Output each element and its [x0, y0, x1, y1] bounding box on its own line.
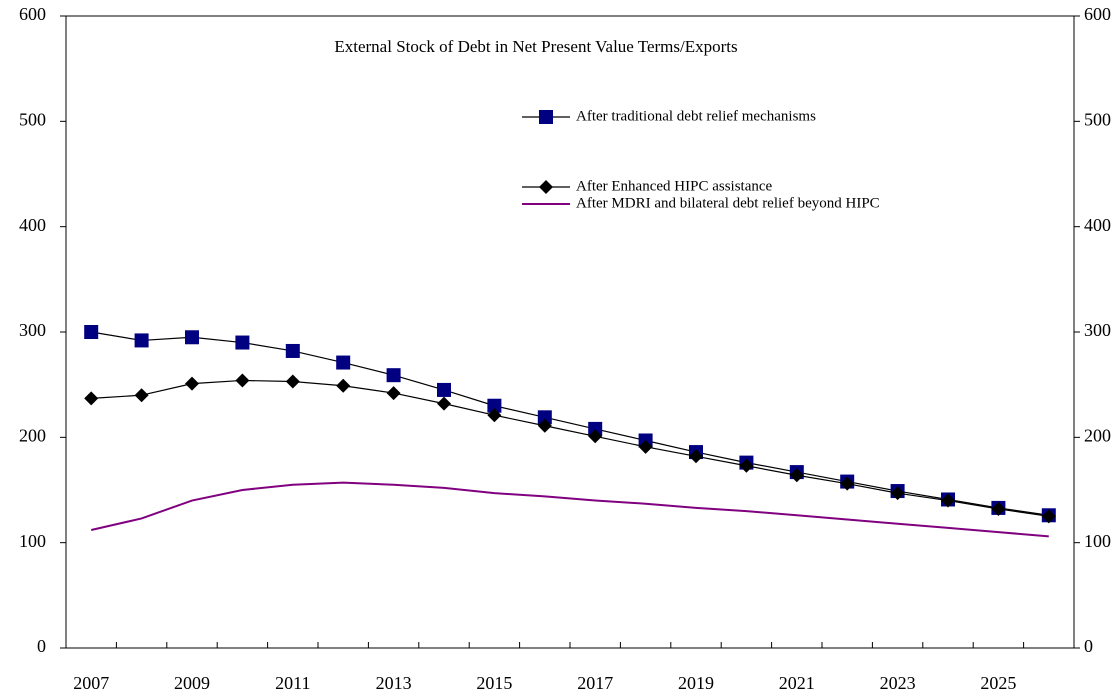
x-tick-label: 2023 — [880, 673, 916, 693]
x-tick-label: 2019 — [678, 673, 714, 693]
y-tick-label: 400 — [19, 215, 46, 235]
marker-diamond — [235, 373, 250, 388]
y2-tick-label: 400 — [1084, 215, 1111, 235]
series-line — [91, 379, 1049, 517]
x-tick-label: 2017 — [577, 673, 613, 693]
marker-square — [487, 398, 502, 413]
marker-diamond — [840, 476, 855, 491]
marker-diamond — [185, 376, 199, 391]
series-line — [91, 331, 1049, 516]
marker-diamond — [487, 408, 502, 423]
marker-square — [437, 382, 451, 397]
marker-diamond — [134, 388, 149, 403]
x-tick-label: 2021 — [779, 673, 815, 693]
y-tick-label: 600 — [19, 4, 46, 24]
legend-label: After MDRI and bilateral debt relief bey… — [576, 195, 880, 211]
marker-diamond — [285, 374, 300, 389]
x-tick-label: 2015 — [476, 673, 512, 693]
marker-square — [134, 333, 149, 348]
marker-diamond — [991, 501, 1006, 516]
y2-tick-label: 300 — [1084, 320, 1111, 340]
marker-square — [588, 421, 603, 436]
marker-diamond — [537, 418, 552, 433]
marker-diamond — [437, 396, 451, 411]
marker-diamond — [890, 486, 905, 501]
series-line — [90, 481, 1049, 538]
x-tick-label: 2025 — [980, 673, 1016, 693]
chart-title: External Stock of Debt in Net Present Va… — [334, 37, 737, 56]
marker-diamond — [739, 458, 754, 473]
legend-marker — [539, 110, 553, 124]
marker-square — [537, 410, 552, 425]
y-tick-label: 200 — [19, 425, 46, 445]
y2-tick-label: 200 — [1084, 425, 1111, 445]
y-tick-label: 300 — [19, 320, 46, 340]
marker-diamond — [588, 429, 603, 444]
x-tick-label: 2009 — [174, 673, 210, 693]
marker-square — [336, 355, 351, 370]
marker-diamond — [638, 439, 653, 454]
marker-diamond — [336, 378, 351, 393]
x-tick-label: 2013 — [376, 673, 412, 693]
marker-diamond — [941, 493, 955, 508]
plot-frame — [65, 15, 1075, 649]
marker-square — [185, 330, 199, 345]
y-tick-label: 500 — [19, 109, 46, 129]
legend-label: After Enhanced HIPC assistance — [576, 178, 773, 194]
marker-square — [285, 343, 300, 358]
marker-square — [386, 368, 401, 383]
y2-tick-label: 500 — [1084, 109, 1111, 129]
marker-diamond — [84, 391, 99, 406]
y2-tick-label: 100 — [1084, 531, 1111, 551]
marker-diamond — [1041, 509, 1056, 524]
marker-diamond — [789, 468, 804, 483]
legend-marker — [539, 180, 553, 194]
marker-diamond — [386, 386, 401, 401]
legend-label: After traditional debt relief mechanisms — [576, 108, 816, 124]
marker-square — [235, 335, 250, 350]
x-tick-label: 2007 — [73, 673, 109, 693]
x-tick-label: 2011 — [275, 673, 310, 693]
y-tick-label: 100 — [19, 531, 46, 551]
marker-diamond — [689, 449, 703, 464]
y-tick-label: 0 — [37, 636, 46, 656]
marker-square — [84, 325, 99, 339]
y2-tick-label: 0 — [1084, 636, 1093, 656]
y2-tick-label: 600 — [1084, 4, 1111, 24]
